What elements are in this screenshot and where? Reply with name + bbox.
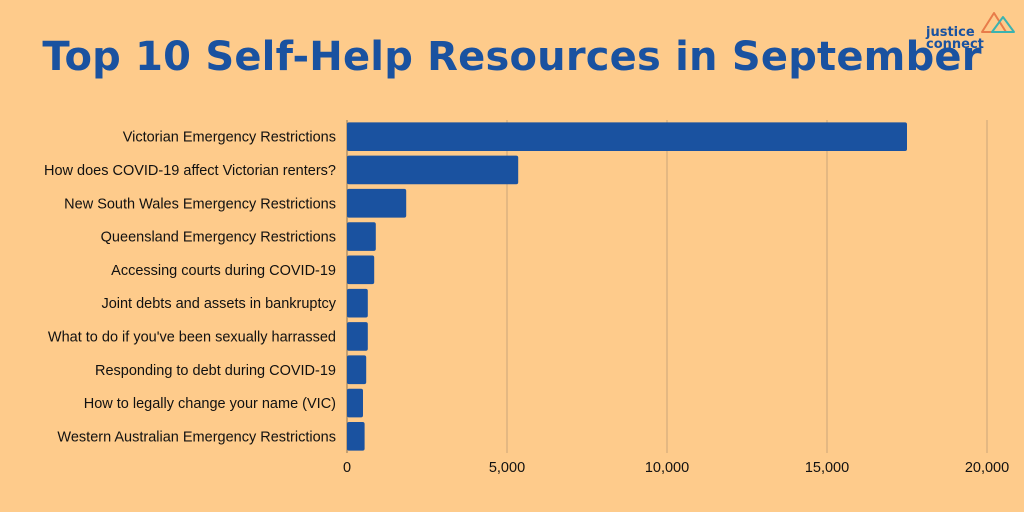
bar: [347, 355, 367, 385]
bar: [347, 255, 375, 285]
bar: [347, 388, 363, 418]
category-label: Accessing courts during COVID-19: [111, 263, 336, 279]
bar: [347, 322, 368, 351]
logo-mark-icon: [981, 12, 1015, 33]
logo-word-connect: connect: [926, 37, 984, 52]
justice-connect-logo: justice connect: [926, 10, 1018, 54]
chart-title: Top 10 Self-Help Resources in September: [42, 34, 982, 80]
bar: [347, 422, 365, 451]
bar: [347, 288, 368, 318]
bar: [347, 155, 519, 185]
x-tick-label: 15,000: [805, 460, 849, 476]
x-tick-label: 20,000: [965, 460, 1009, 476]
category-label: How to legally change your name (VIC): [84, 396, 336, 412]
category-label: Queensland Emergency Restrictions: [101, 230, 336, 246]
category-label: Western Australian Emergency Restriction…: [57, 429, 336, 445]
category-label: Responding to debt during COVID-19: [95, 363, 336, 379]
category-label: New South Wales Emergency Restrictions: [64, 196, 336, 212]
x-tick-label: 5,000: [489, 460, 525, 476]
bar: [347, 188, 407, 218]
category-label: Joint debts and assets in bankruptcy: [101, 296, 336, 312]
logo-word-justice: justice: [926, 25, 975, 40]
category-label: How does COVID-19 affect Victorian rente…: [44, 163, 336, 179]
x-tick-label: 0: [343, 460, 351, 476]
category-label: What to do if you've been sexually harra…: [48, 329, 336, 345]
bar: [347, 222, 376, 251]
bar: [347, 122, 907, 151]
category-label: Victorian Emergency Restrictions: [123, 130, 336, 146]
x-tick-label: 10,000: [645, 460, 689, 476]
